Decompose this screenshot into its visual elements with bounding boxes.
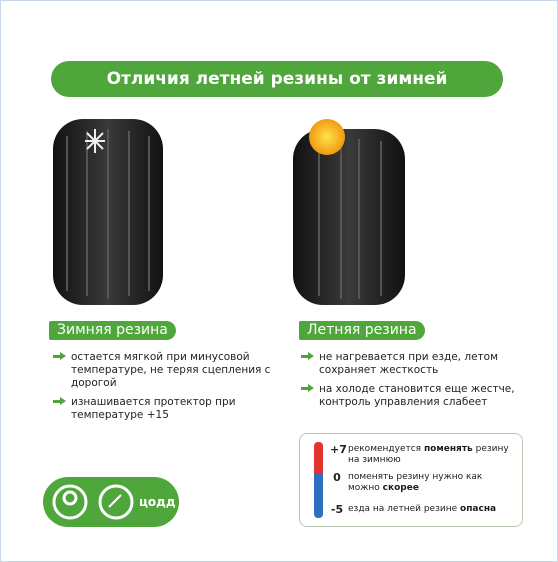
text-segment: езда на летней резине bbox=[348, 504, 461, 514]
title: Отличия летней резины от зимней bbox=[51, 61, 503, 97]
temperature-value: +7 bbox=[330, 443, 347, 456]
winter-label: Зимняя резина bbox=[49, 321, 176, 340]
temperature-text: поменять резину нужно как можно скорее bbox=[348, 472, 516, 494]
logo-text: цодд bbox=[139, 495, 176, 509]
text-segment: поменять bbox=[423, 444, 473, 454]
snowflake bbox=[85, 129, 105, 153]
bullet: не нагревается при езде, летом сохраняет… bbox=[299, 351, 529, 377]
winter-tire bbox=[53, 119, 163, 305]
temperature-value: -5 bbox=[330, 503, 344, 516]
text-segment: скорее bbox=[382, 483, 419, 493]
text-segment: поменять резину нужно как можно bbox=[348, 472, 483, 493]
text-segment: резину на зимнюю bbox=[348, 444, 509, 465]
temperature-text: рекомендуется поменять резину на зимнюю bbox=[348, 444, 516, 466]
text-segment: опасна bbox=[460, 504, 497, 514]
logo-box bbox=[43, 477, 179, 527]
summer-bullets: не нагревается при езде, летом сохраняет… bbox=[299, 351, 529, 415]
temperature-value: 0 bbox=[333, 471, 341, 484]
bullet: остается мягкой при минусовой температур… bbox=[51, 351, 281, 390]
bullet: изнашивается протектор при температуре +… bbox=[51, 396, 281, 422]
temperature-text: езда на летней резине опасна bbox=[348, 504, 516, 515]
thermometer bbox=[314, 442, 323, 518]
summer-tire bbox=[293, 119, 405, 305]
sun bbox=[309, 119, 345, 155]
temperature-box: +7 рекомендуется поменять резину на зимню… bbox=[299, 433, 523, 527]
bullet: на холоде становится еще жестче, контрол… bbox=[299, 383, 529, 409]
summer-label: Летняя резина bbox=[299, 321, 425, 340]
text-segment: рекомендуется bbox=[348, 444, 424, 454]
winter-bullets: остается мягкой при минусовой температур… bbox=[51, 351, 281, 428]
